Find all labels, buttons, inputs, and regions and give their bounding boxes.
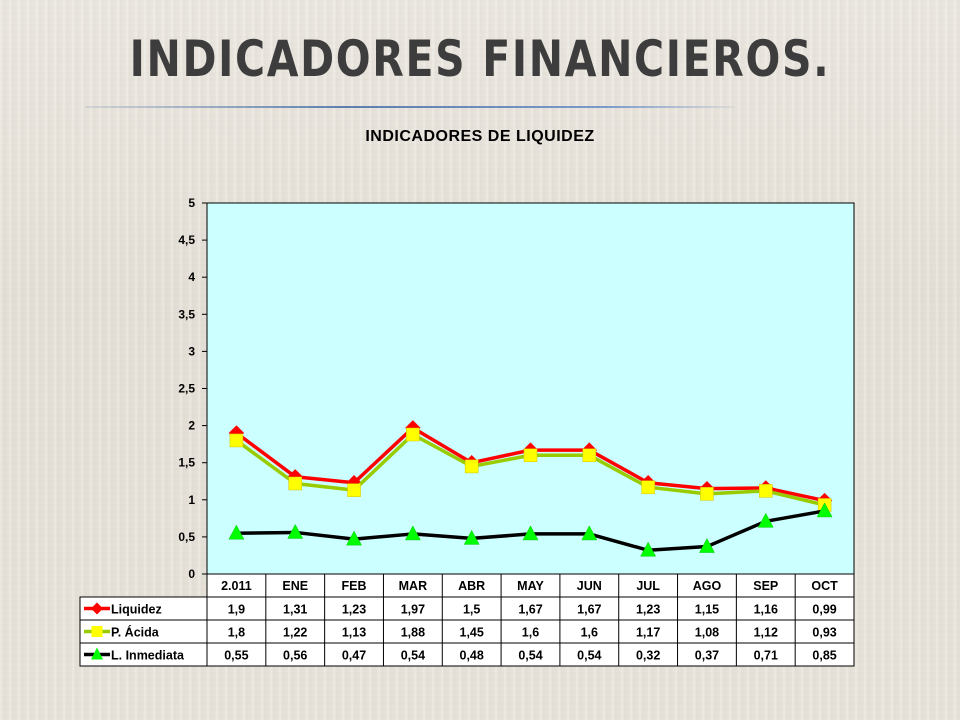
y-tick-label: 1 [188,493,195,507]
data-label: 0,48 [460,649,484,663]
y-tick-label: 2,5 [178,382,195,396]
data-label: 0,54 [401,649,425,663]
data-label: 0,37 [695,649,719,663]
data-label: 1,12 [754,626,778,640]
data-point [641,480,655,494]
data-label: 1,08 [695,626,719,640]
legend-key-marker [91,647,103,660]
data-point [522,525,539,541]
x-tick-label: JUL [636,579,660,593]
data-label: 1,13 [342,626,366,640]
data-label: 1,9 [228,603,245,617]
data-point [287,523,304,539]
data-label: 0,71 [754,649,778,663]
title-divider [85,106,735,108]
y-tick-label: 3 [188,344,195,358]
chart-title: INDICADORES DE LIQUIDEZ [365,128,595,145]
data-point [816,502,833,518]
data-label: 1,6 [522,626,539,640]
y-tick-label: 3,5 [178,307,195,321]
y-tick-label: 4,5 [178,233,195,247]
data-label: 1,97 [401,603,425,617]
data-point [700,487,714,501]
data-label: 1,31 [283,603,307,617]
y-tick-label: 2 [188,419,195,433]
data-label: 0,85 [812,649,836,663]
data-label: 1,17 [636,626,660,640]
y-tick-label: 1,5 [178,456,195,470]
data-point [463,529,480,545]
data-point [523,448,538,463]
data-point [464,459,479,474]
x-tick-label: OCT [811,579,838,593]
data-point [346,530,362,546]
data-point [640,541,657,557]
x-tick-label: JUN [577,579,602,593]
data-label: 1,22 [283,626,307,640]
slide-title: INDICADORES FINANCIEROS. [129,30,831,88]
y-tick-label: 4 [188,270,195,284]
x-tick-label: ABR [458,579,485,593]
data-label: 1,16 [754,603,778,617]
y-tick-label: 0 [188,567,195,581]
legend-label: L. Inmediata [111,649,185,663]
data-point [288,476,302,491]
data-label: 0,32 [636,649,660,663]
table-body [79,596,855,667]
data-label: 1,6 [581,626,598,640]
plot-area [206,202,855,575]
data-label: 0,55 [224,649,248,663]
legend-key-marker [91,626,103,637]
data-label: 0,47 [342,649,366,663]
data-label: 0,54 [518,649,542,663]
data-label: 1,15 [695,603,719,617]
data-label: 1,67 [518,603,542,617]
data-point [582,448,597,463]
data-point [228,524,245,540]
data-point [581,525,598,541]
x-tick-label: FEB [342,579,367,593]
data-label: 1,5 [463,603,480,617]
data-point [699,538,715,553]
data-point [404,525,421,541]
data-label: 0,54 [577,649,601,663]
legend-key-marker [91,602,103,615]
y-tick-label: 0,5 [178,530,195,544]
data-label: 0,93 [812,626,836,640]
x-tick-label: ENE [282,579,308,593]
x-tick-label: SEP [753,579,778,593]
data-point [406,427,420,442]
data-point [757,512,774,528]
data-label: 1,8 [228,626,245,640]
data-label: 0,56 [283,649,307,663]
data-point [347,483,361,497]
data-point [759,484,773,498]
y-tick-label: 5 [188,196,195,210]
data-label: 1,45 [460,626,484,640]
x-tick-label: MAR [399,579,427,593]
x-tick-label: AGO [693,579,722,593]
x-tick-label: 2.011 [221,579,252,593]
x-tick-label: MAY [517,579,544,593]
data-label: 1,88 [401,626,425,640]
data-label: 1,23 [636,603,660,617]
legend-label: P. Ácida [111,625,160,640]
data-point [229,433,244,448]
data-label: 1,23 [342,603,366,617]
legend-label: Liquidez [111,603,162,617]
data-label: 1,67 [577,603,601,617]
data-label: 0,99 [812,603,836,617]
